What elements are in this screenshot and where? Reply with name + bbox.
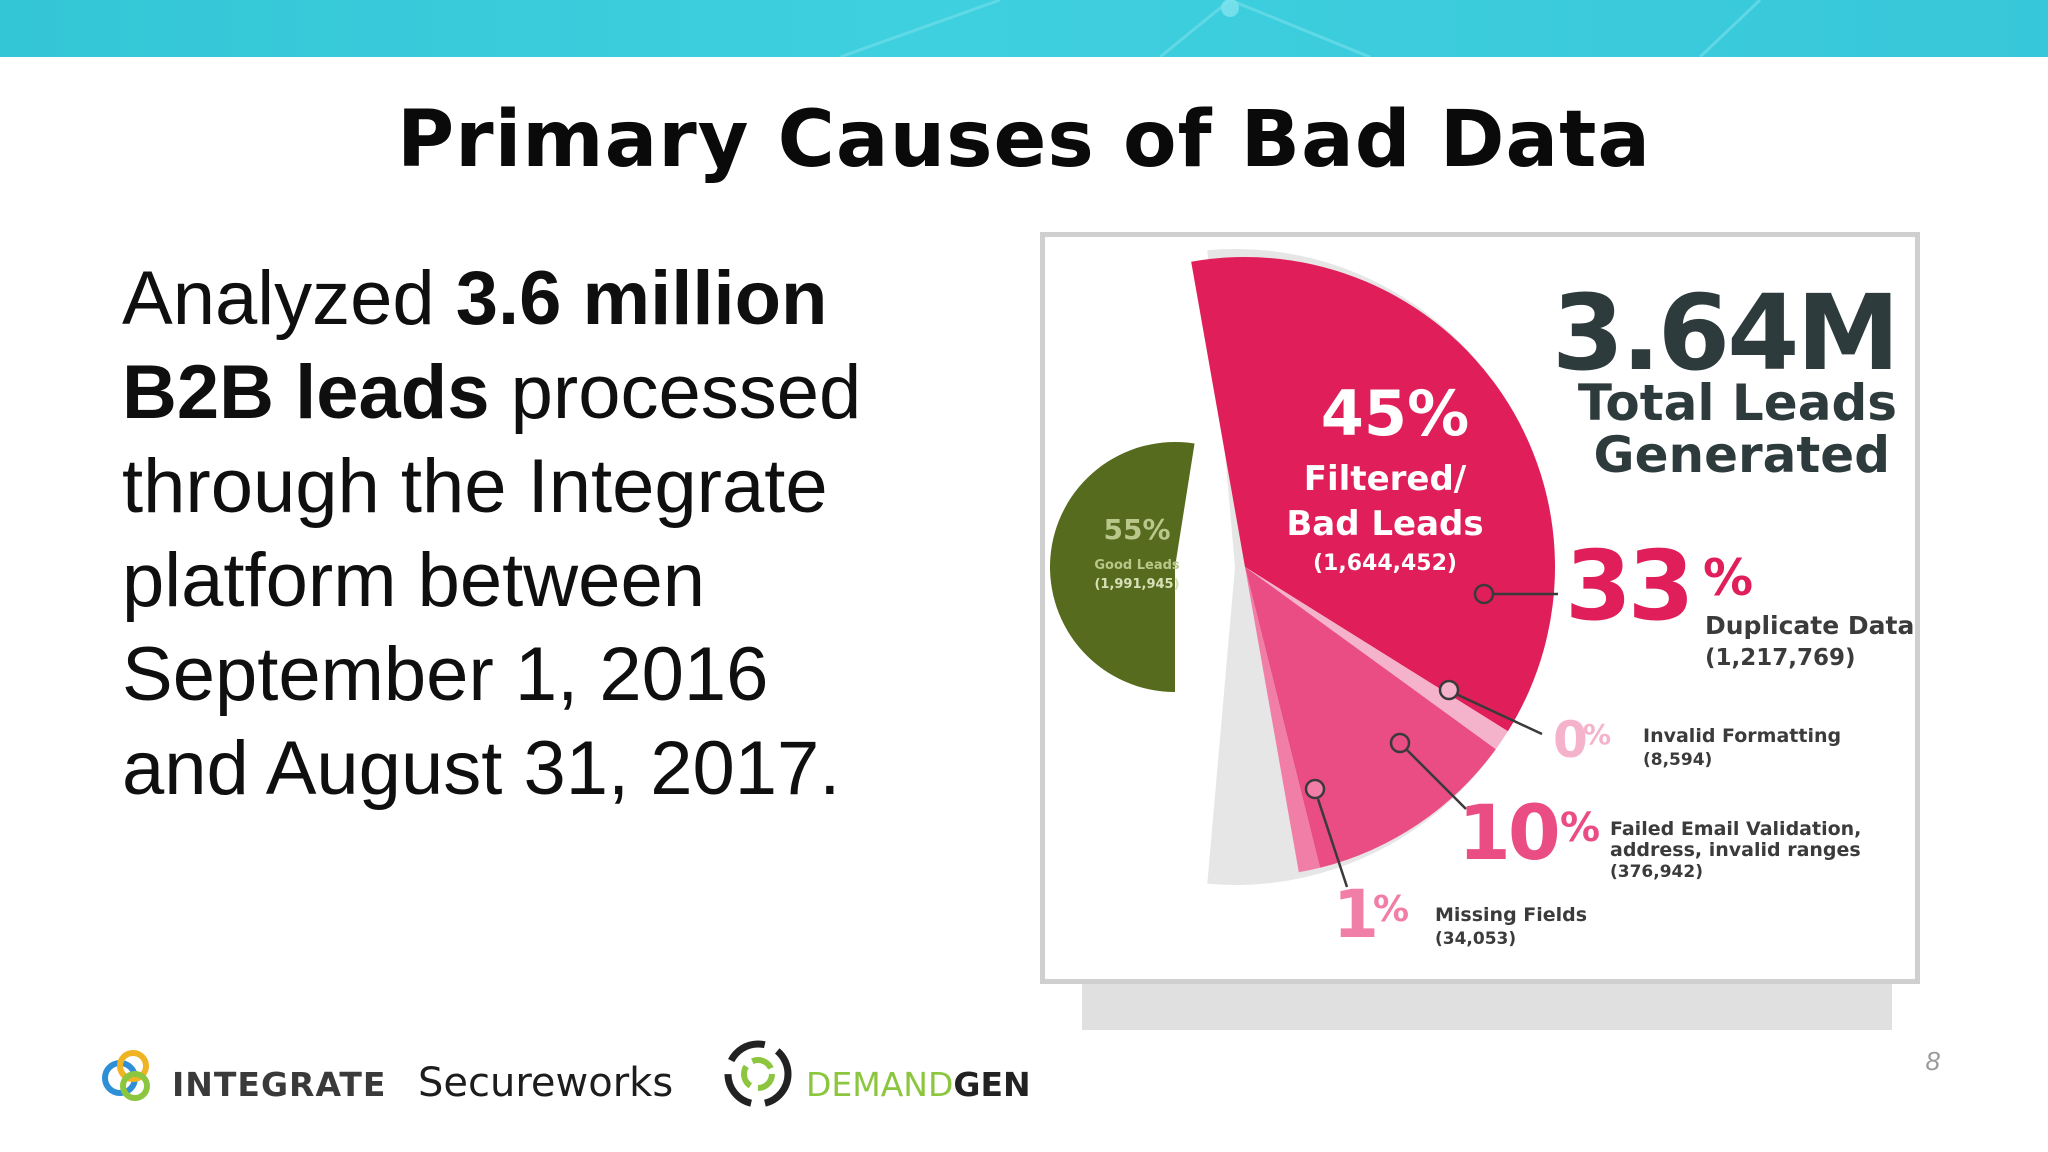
body-text-line: Analyzed 3.6 million [122, 252, 942, 346]
body-text-line: through the Integrate [122, 440, 942, 534]
slide-title: Primary Causes of Bad Data [396, 95, 1652, 185]
top-banner [0, 0, 2048, 57]
body-text-line: September 1, 2016 [122, 628, 942, 722]
total-leads-label-line2: Generated [1594, 426, 1890, 484]
good-leads-count: (1,991,945) [1094, 577, 1179, 592]
good-leads-percent: 55% [1103, 513, 1170, 546]
connector-missing-fields [1316, 798, 1349, 888]
body-text-emphasis: B2B leads [122, 350, 490, 435]
page-number: 8 [1925, 1046, 1940, 1076]
footer-logos: INTEGRATE Secureworks DEMANDGEN [102, 1040, 1031, 1108]
body-text-run: Analyzed [122, 256, 456, 341]
bad-leads-percent: 45% [1321, 377, 1469, 450]
invalid-formatting-percent: 0 [1553, 711, 1588, 769]
body-text-run: and August 31, 2017. [122, 726, 841, 811]
good-leads-label: Good Leads [1094, 558, 1180, 573]
duplicate-count: (1,217,769) [1705, 645, 1856, 671]
body-text-run: processed [489, 350, 862, 435]
banner-network-pattern [839, 0, 1762, 57]
slide-body-text: Analyzed 3.6 million B2B leads processed t… [122, 252, 942, 816]
body-text-run: through the Integrate [122, 444, 828, 529]
pie-slice-invalid-formatting [1245, 567, 1508, 750]
connector-dot-duplicate [1473, 583, 1495, 605]
lead-quality-infographic: 55% Good Leads (1,991,945) 45% Filtered/… [1050, 249, 1914, 953]
failed-email-label-line1: Failed Email Validation, [1610, 818, 1861, 840]
failed-email-count: (376,942) [1610, 862, 1703, 882]
connector-dot-missing-fields [1304, 778, 1326, 800]
bad-leads-label-line2: Bad Leads [1286, 504, 1483, 544]
integrate-logo: INTEGRATE [102, 1050, 386, 1104]
body-text-run: platform between [122, 538, 705, 623]
pie-slice-bad-leads [1191, 257, 1555, 732]
figure-shadow [1082, 980, 1892, 1030]
missing-fields-percent-sign: % [1373, 889, 1409, 930]
connector-invalid-formatting [1455, 692, 1543, 736]
connector-dot-invalid-formatting [1438, 679, 1460, 701]
connector-dot-failed-email [1389, 732, 1411, 754]
duplicate-label: Duplicate Data [1705, 611, 1914, 640]
pie-slice-missing-fields [1245, 567, 1320, 873]
integrate-wordmark: INTEGRATE [172, 1065, 386, 1104]
connector-failed-email [1406, 749, 1467, 810]
pie-slice-good-leads [1050, 442, 1195, 692]
missing-fields-label: Missing Fields [1435, 904, 1587, 926]
body-text-emphasis: 3.6 million [455, 256, 828, 341]
secureworks-logo: Secureworks [418, 1060, 673, 1106]
demandgen-wordmark: DEMANDGEN [806, 1065, 1031, 1104]
body-text-line: platform between [122, 534, 942, 628]
duplicate-percent: 33 [1565, 530, 1691, 642]
total-leads-value: 3.64M [1552, 272, 1897, 394]
bad-leads-label-line1: Filtered/ [1304, 459, 1467, 499]
invalid-formatting-percent-sign: % [1583, 718, 1611, 751]
demandgen-swirl-icon [724, 1040, 792, 1108]
body-text-line: and August 31, 2017. [122, 722, 942, 816]
failed-email-percent: 10 [1458, 788, 1558, 877]
infographic-frame: 55% Good Leads (1,991,945) 45% Filtered/… [1040, 232, 1920, 984]
invalid-formatting-count: (8,594) [1643, 750, 1712, 770]
failed-email-percent-sign: % [1560, 805, 1600, 851]
failed-email-label-line2: address, invalid ranges [1610, 839, 1861, 861]
bad-leads-count: (1,644,452) [1313, 551, 1457, 576]
missing-fields-percent: 1 [1333, 876, 1379, 953]
invalid-formatting-label: Invalid Formatting [1643, 725, 1841, 747]
demandgen-logo: DEMANDGEN [724, 1040, 1031, 1108]
body-text-run: September 1, 2016 [122, 632, 769, 717]
total-leads-label-line1: Total Leads [1578, 374, 1897, 432]
duplicate-percent-sign: % [1703, 549, 1753, 607]
missing-fields-count: (34,053) [1435, 929, 1516, 949]
secureworks-wordmark: Secureworks [418, 1060, 673, 1106]
body-text-line: B2B leads processed [122, 346, 942, 440]
